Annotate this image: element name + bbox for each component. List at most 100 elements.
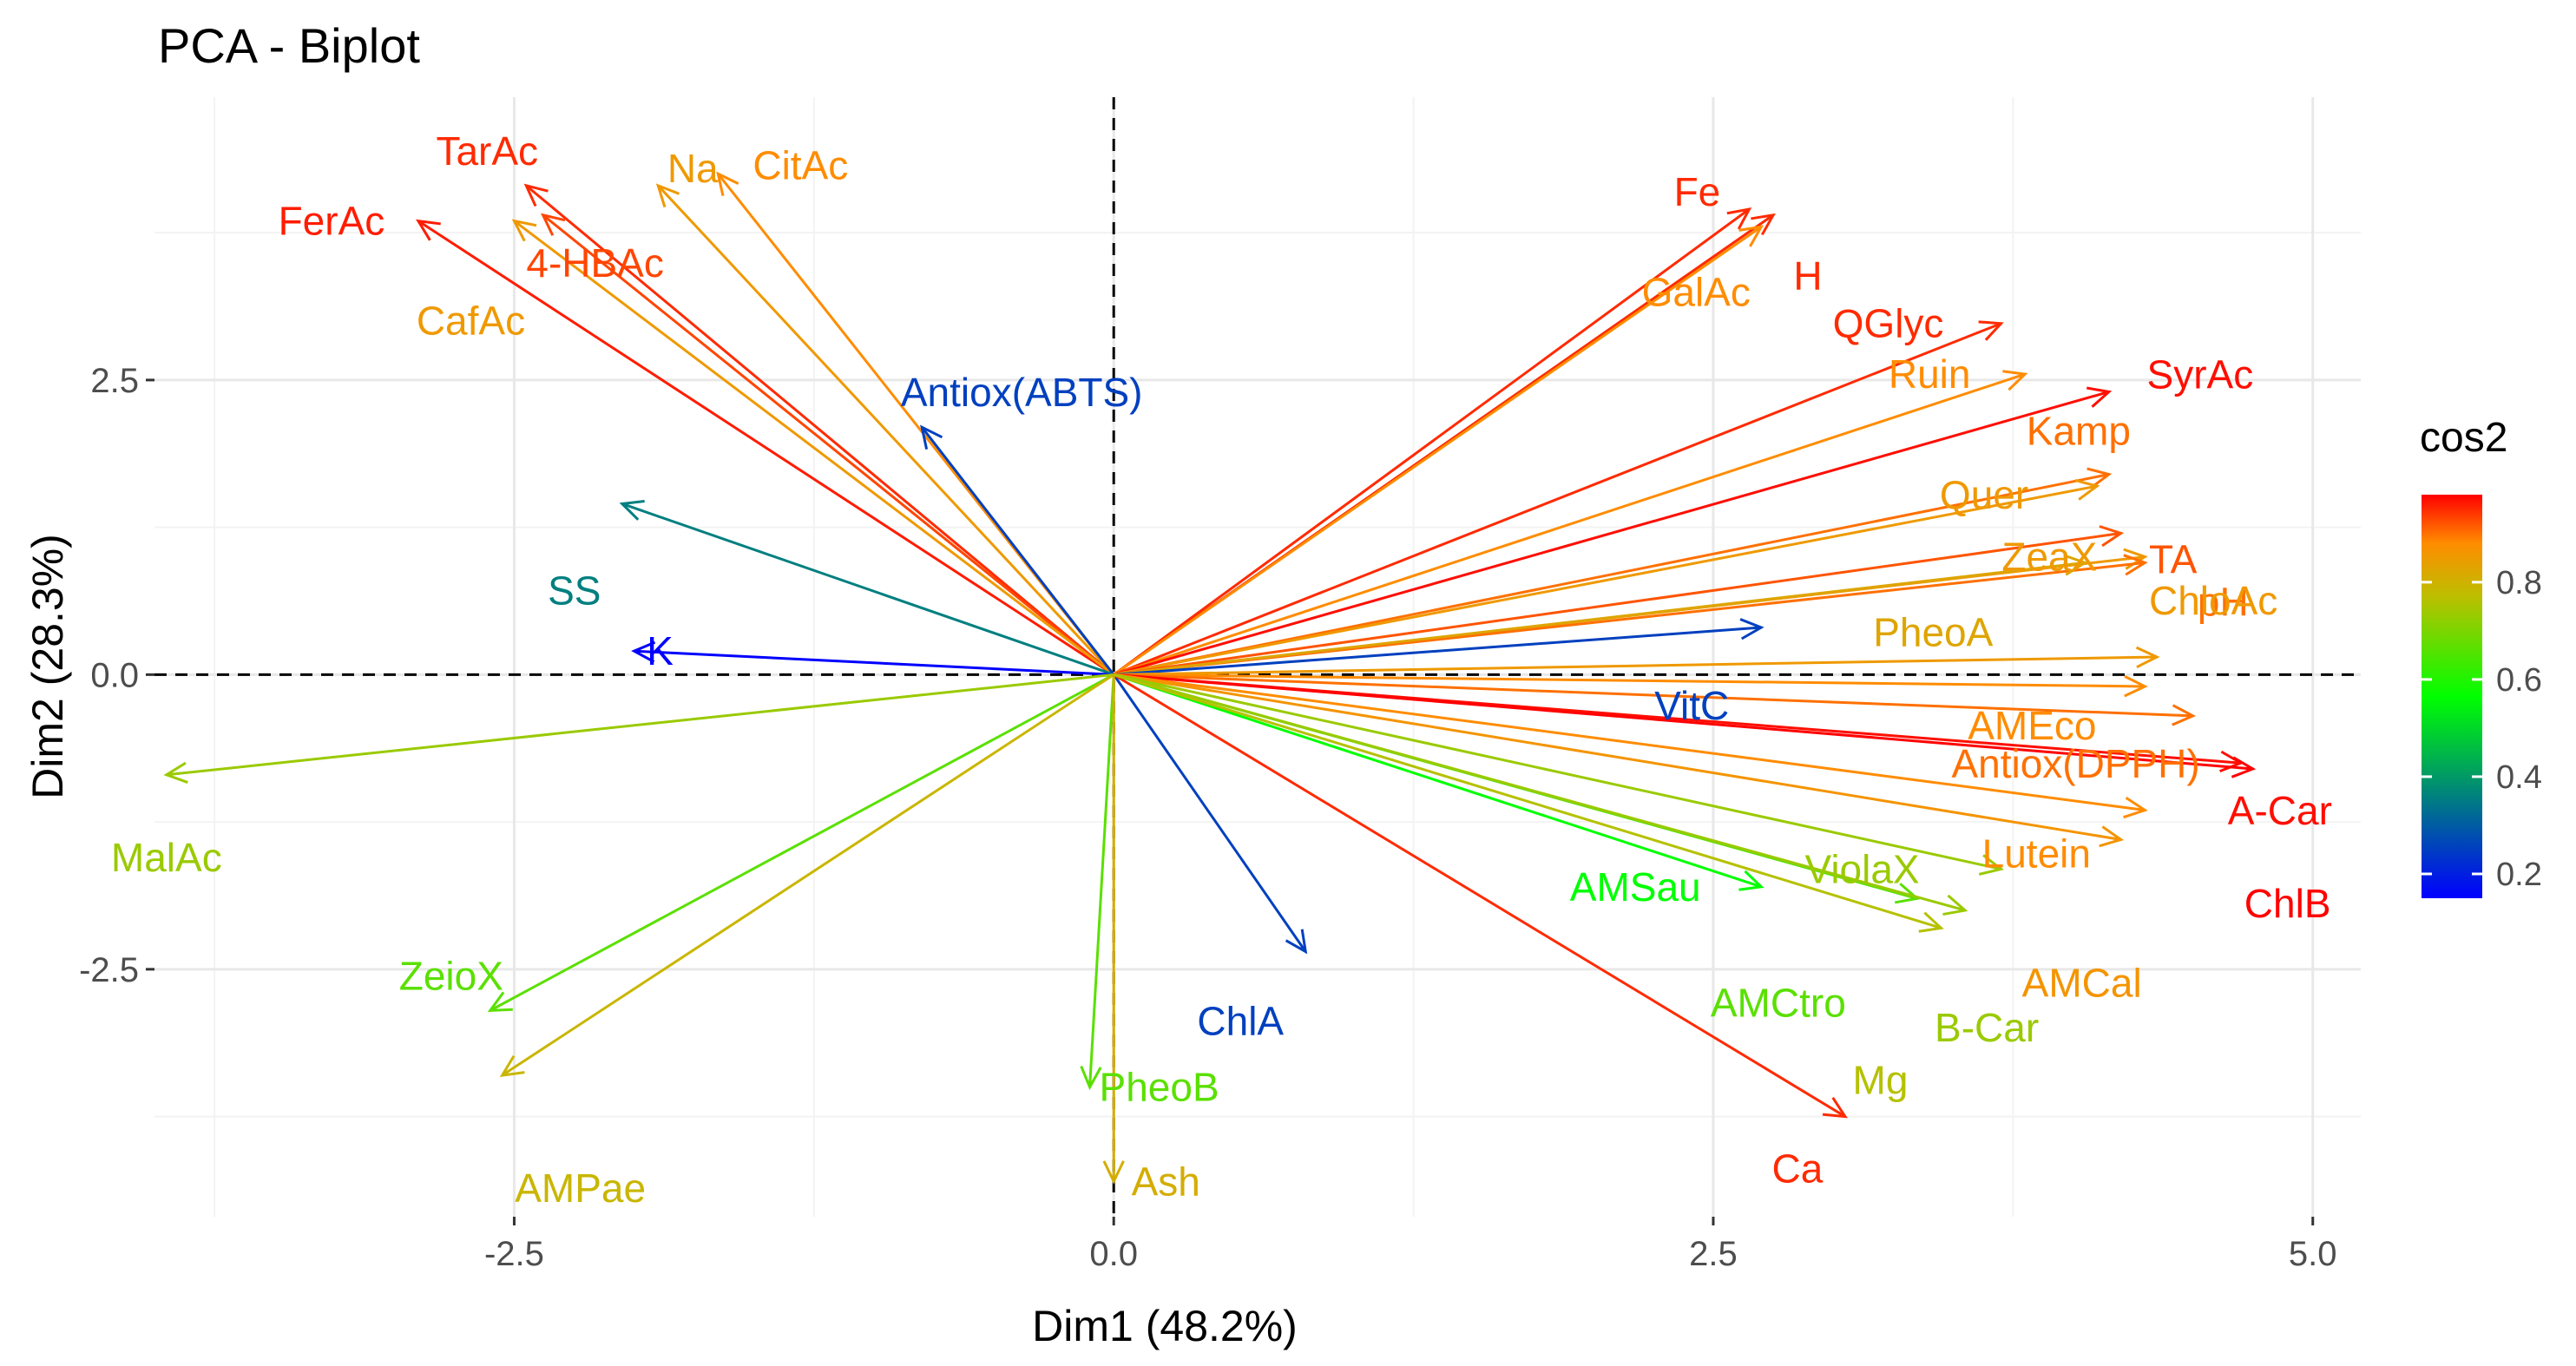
arrowhead-malac (163, 761, 188, 784)
label-fe: Fe (1674, 169, 1721, 214)
arrow-tarac (525, 184, 1115, 676)
label-syrac: SyrAc (2147, 351, 2254, 397)
arrow-lutein (1114, 673, 2146, 812)
arrowhead-b-car (1942, 894, 1968, 916)
arrowhead-pheoa (2063, 554, 2088, 576)
label-na: Na (667, 146, 719, 191)
cos2-legend: cos2 0.2 0.4 0.6 0.8 (2420, 415, 2542, 898)
label-kamp: Kamp (2027, 409, 2131, 454)
legend-ticks: 0.2 0.4 0.6 0.8 (2422, 565, 2542, 893)
legend-break-label: 0.8 (2496, 565, 2542, 601)
label-vitc: VitC (1654, 683, 1729, 728)
arrow-kamp (1113, 473, 2110, 676)
arrowhead-vitc (1739, 618, 1764, 640)
variable-arrows (163, 171, 2257, 1185)
arrowhead-qglyc (1978, 320, 2004, 341)
label-h: H (1793, 253, 1822, 299)
label-quer: Quer (1940, 472, 2028, 517)
y-axis-title: Dim2 (28.3%) (23, 534, 72, 799)
arrowhead-na (655, 183, 680, 208)
arrowhead-ameco (2124, 675, 2148, 698)
legend-colorbar (2422, 495, 2482, 898)
label-violax: ViolaX (1804, 846, 1919, 891)
x-axis-ticks: -2.5 0.0 2.5 5.0 (484, 1217, 2337, 1273)
arrow-amsau (1113, 673, 1762, 889)
label-ampae: AMPae (515, 1166, 646, 1211)
arrowhead-k (631, 640, 656, 663)
arrowhead-ash (1102, 1160, 1125, 1185)
arrowhead-pheob (1080, 1066, 1102, 1091)
label-ss: SS (548, 568, 601, 613)
arrowhead-citac (716, 171, 739, 196)
arrow-pheob (1088, 674, 1115, 1087)
legend-break-label: 0.4 (2496, 759, 2542, 796)
label-citac: CitAc (752, 142, 848, 187)
arrow-b-car (1113, 673, 1966, 912)
legend-title: cos2 (2420, 415, 2507, 461)
arrow-violax (1113, 673, 2001, 870)
label-chloac: ChloAc (2149, 578, 2277, 623)
arrowhead-tarac (523, 183, 549, 207)
label-ameco: AMEco (1968, 703, 2096, 748)
label-ash: Ash (1132, 1159, 1200, 1204)
y-tick-label: -2.5 (79, 951, 139, 989)
arrowhead-syrac (2086, 386, 2113, 408)
label-amcal: AMCal (2022, 960, 2142, 1005)
x-axis-title: Dim1 (48.2%) (1032, 1302, 1298, 1350)
label-ruin: Ruin (1889, 351, 1971, 397)
label-b-car: B-Car (1935, 1005, 2039, 1050)
label-lutein: Lutein (1982, 831, 2091, 877)
legend-break-label: 0.2 (2496, 857, 2542, 893)
arrow-chloac (1114, 655, 2158, 676)
arrowhead-amsau (1738, 870, 1764, 891)
arrowhead-cafac (511, 219, 537, 242)
label-4-hbac: 4-HBAc (526, 240, 663, 286)
arrow-ferac (417, 220, 1115, 676)
y-tick-label: 2.5 (90, 362, 139, 400)
arrowhead-ph (2123, 554, 2148, 576)
arrowhead-fe (1726, 207, 1752, 230)
arrowhead-h (1751, 213, 1776, 236)
arrow-chla (1112, 673, 1307, 953)
arrowhead-4-hbac (540, 213, 566, 236)
arrow-fe (1113, 207, 1751, 676)
label-galac: GalAc (1642, 269, 1751, 314)
arrowhead-chlb (2231, 756, 2257, 778)
arrow-k (634, 649, 1114, 676)
arrow-ruin (1113, 372, 2026, 676)
arrowhead-ferac (416, 219, 441, 241)
label-ta: TA (2149, 536, 2198, 581)
arrowhead-chloac (2135, 646, 2160, 669)
arrow-ss (621, 502, 1114, 676)
label-k: K (647, 628, 674, 673)
arrow-cafac (513, 220, 1115, 676)
arrow-vitc (1114, 626, 1762, 676)
arrowhead-mg (1918, 911, 1944, 933)
arrow-syrac (1113, 391, 2110, 676)
arrowhead-chla (1285, 929, 1308, 955)
label-a-car: A-Car (2228, 788, 2332, 833)
label-pheoa: PheoA (1873, 609, 1993, 654)
label-malac: MalAc (111, 835, 222, 880)
y-tick-label: 0.0 (90, 656, 139, 694)
arrowhead-antiox-dpph (2172, 704, 2197, 726)
label-tarac: TarAc (436, 128, 538, 174)
label-ph: pH (2198, 579, 2249, 624)
arrowhead-galac (1738, 225, 1764, 247)
label-zeax: ZeaX (2001, 535, 2097, 580)
arrow-4-hbac (542, 213, 1115, 676)
label-cafac: CafAc (417, 299, 525, 344)
arrow-chlb (1114, 673, 2253, 771)
arrowhead-ruin (2002, 370, 2028, 391)
arrow-malac (166, 673, 1114, 777)
arrowhead-amcal (2099, 825, 2125, 848)
arrowhead-ta (2099, 525, 2125, 548)
label-ferac: FerAc (279, 199, 385, 244)
arrow-amcal (1113, 673, 2121, 841)
label-amsau: AMSau (1570, 864, 1701, 910)
label-chlb: ChlB (2244, 881, 2331, 926)
arrowhead-ca (1822, 1096, 1848, 1119)
label-antiox-dpph: Antiox(DPPH) (1951, 741, 2199, 786)
